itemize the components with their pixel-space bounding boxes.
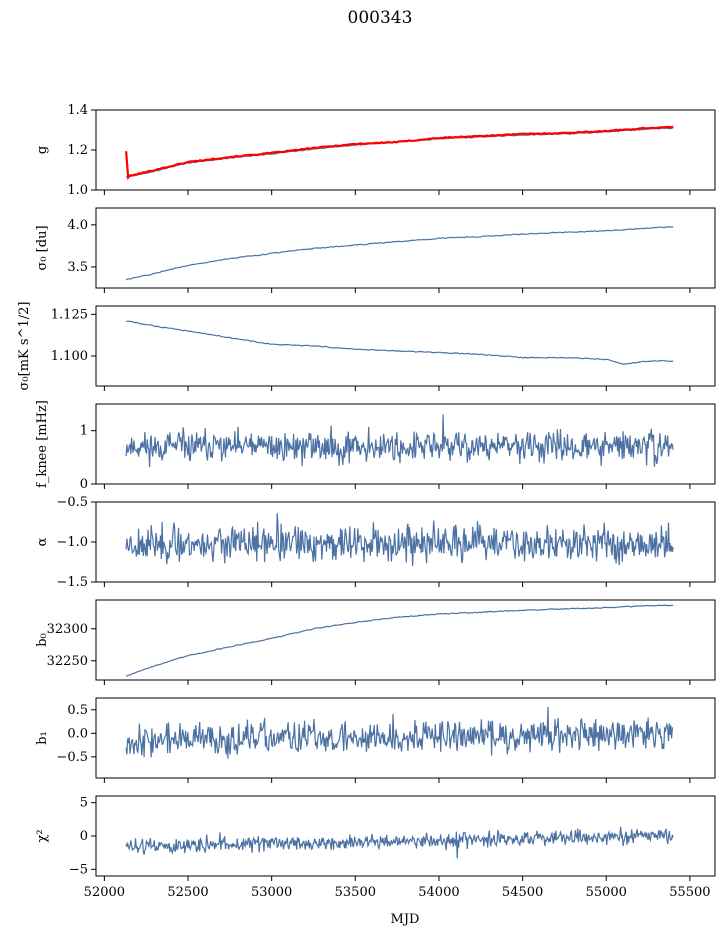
y-tick-label: −1.5	[56, 575, 88, 590]
axes-frame	[95, 403, 716, 485]
y-axis-label: σ₀[mK s^1/2]	[17, 302, 32, 391]
y-axis-label: χ²	[35, 829, 50, 842]
series-line	[125, 826, 674, 859]
series-line	[126, 320, 674, 365]
panel-1: 1.0 1.2 1.4 g	[35, 103, 716, 198]
y-tick-label: 0.0	[67, 726, 88, 741]
y-tick-label: 1.0	[67, 183, 88, 198]
x-tick-label: 52500	[167, 885, 208, 900]
series-line	[125, 414, 674, 468]
x-tick-label: 53500	[335, 885, 376, 900]
panel-3: 1.100 1.125 σ₀[mK s^1/2]	[17, 302, 716, 391]
panel-5: −1.5 −1.0 −0.5 α	[35, 495, 716, 590]
axes-frame	[95, 207, 716, 289]
y-axis-label: f_knee [mHz]	[35, 400, 50, 488]
x-tick-label: 55000	[586, 885, 627, 900]
y-tick-label: 32300	[47, 622, 88, 637]
axes-frame	[95, 109, 716, 191]
figure-title: 000343	[348, 8, 413, 28]
series-line	[125, 125, 674, 181]
series-line	[125, 706, 674, 759]
y-tick-label: 1.4	[67, 103, 88, 118]
series-line	[125, 226, 674, 281]
axes-frame	[95, 599, 716, 681]
panel-8: −5 0 5 52000 52500 53000 53500 54000 54500 55000 5…	[35, 795, 716, 900]
axes-frame	[95, 305, 716, 387]
series-line	[125, 513, 674, 567]
y-tick-label: 3.5	[67, 260, 88, 275]
y-tick-label: 32250	[47, 654, 88, 669]
y-tick-label: 0.5	[67, 703, 88, 718]
panel-4: 0 1 f_knee [mHz]	[35, 400, 716, 492]
x-axis-label: MJD	[391, 912, 420, 927]
y-axis-label: g	[35, 146, 50, 154]
panel-7: −0.5 0.0 0.5 b₁	[35, 697, 716, 783]
y-tick-label: 1.2	[67, 143, 88, 158]
y-axis-label: σ₀ [du]	[35, 225, 50, 270]
y-axis-label: b₁	[35, 731, 50, 745]
x-tick-label: 54500	[502, 885, 543, 900]
y-axis-label: α	[35, 537, 50, 546]
y-tick-label: 1.100	[51, 349, 88, 364]
y-tick-label: 0	[80, 829, 88, 844]
y-axis-label: b₀	[35, 633, 50, 647]
x-tick-label: 52000	[84, 885, 125, 900]
y-tick-label: 0	[80, 477, 88, 492]
y-tick-label: −0.5	[56, 750, 88, 765]
x-tick-label: 53000	[251, 885, 292, 900]
series-line	[125, 127, 674, 178]
panel-2: 3.5 4.0 σ₀ [du]	[35, 207, 716, 293]
y-tick-label: 1	[80, 424, 88, 439]
series-line	[125, 604, 674, 677]
y-tick-label: 1.125	[51, 307, 88, 322]
x-tick-label: 54000	[418, 885, 459, 900]
axes-frame	[95, 697, 716, 779]
chart-panels: 1.0 1.2 1.4 g 3.5 4.0 σ₀ [du] 1.100 1.125 σ₀[mK s…	[17, 103, 716, 900]
y-tick-label: −0.5	[56, 495, 88, 510]
y-tick-label: −1.0	[56, 535, 88, 550]
x-tick-label: 55500	[669, 885, 710, 900]
y-tick-label: 5	[80, 796, 88, 811]
y-tick-label: −5	[69, 862, 88, 877]
y-tick-label: 4.0	[67, 218, 88, 233]
